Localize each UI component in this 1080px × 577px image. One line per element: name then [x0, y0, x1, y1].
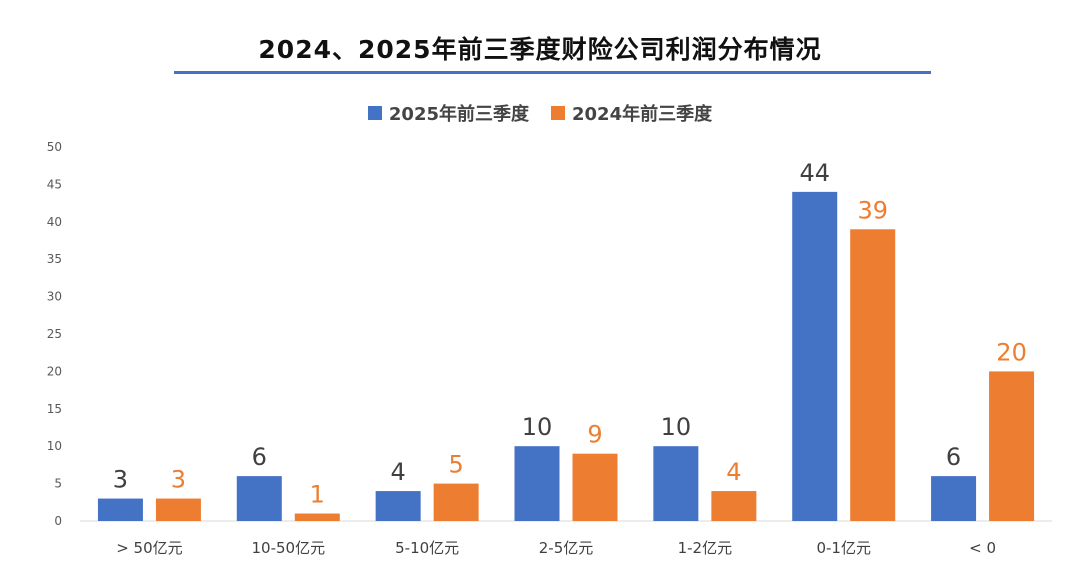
y-tick-label: 20	[47, 364, 62, 378]
legend-item-2024: 2024年前三季度	[551, 100, 712, 126]
bar-2025	[97, 498, 143, 521]
y-tick-label: 40	[47, 215, 62, 229]
legend-swatch-2024	[551, 106, 565, 120]
data-label-2024: 20	[996, 338, 1027, 366]
bar-2025	[375, 491, 421, 521]
x-tick-label: 5-10亿元	[395, 539, 459, 557]
bar-2024	[572, 453, 618, 521]
y-tick-label: 25	[47, 327, 62, 341]
bar-2024	[711, 491, 757, 521]
y-tick-label: 15	[47, 402, 62, 416]
data-label-2025: 10	[661, 413, 692, 441]
bar-2025	[792, 191, 838, 521]
legend: 2025年前三季度 2024年前三季度	[0, 100, 1080, 126]
bar-2024	[850, 229, 896, 521]
legend-item-2025: 2025年前三季度	[367, 100, 529, 126]
data-label-2024: 1	[310, 481, 325, 509]
data-label-2024: 3	[171, 466, 186, 494]
y-tick-label: 0	[54, 514, 62, 528]
y-tick-label: 30	[47, 290, 62, 304]
data-label-2025: 10	[522, 413, 553, 441]
x-tick-label: 0-1亿元	[816, 539, 871, 557]
data-label-2025: 6	[252, 443, 267, 471]
x-tick-label: 2-5亿元	[539, 539, 594, 557]
data-label-2025: 6	[946, 443, 961, 471]
x-tick-label: > 50亿元	[116, 539, 182, 557]
bar-2024	[989, 371, 1035, 521]
bar-2025	[514, 446, 560, 521]
legend-label-2024: 2024年前三季度	[572, 104, 713, 125]
chart-title: 2024、2025年前三季度财险公司利润分布情况	[258, 35, 822, 64]
title-underline	[174, 71, 931, 74]
y-tick-label: 10	[47, 439, 62, 453]
y-tick-label: 45	[47, 177, 62, 191]
x-tick-label: 1-2亿元	[678, 539, 733, 557]
bar-2024	[433, 483, 479, 521]
y-tick-label: 35	[47, 252, 62, 266]
legend-label-2025: 2025年前三季度	[388, 104, 529, 125]
legend-swatch-2025	[367, 106, 382, 120]
data-label-2024: 9	[587, 421, 602, 449]
y-tick-label: 50	[47, 140, 62, 154]
bar-2025	[653, 446, 699, 521]
data-label-2025: 44	[799, 159, 830, 187]
x-tick-label: 10-50亿元	[251, 539, 325, 557]
data-label-2024: 39	[857, 196, 888, 224]
data-label-2025: 4	[391, 458, 406, 486]
bar-2024	[155, 498, 201, 521]
data-label-2024: 5	[449, 451, 464, 479]
y-tick-label: 5	[54, 477, 62, 491]
bar-2024	[294, 513, 340, 521]
bar-2025	[931, 476, 977, 521]
x-tick-label: < 0	[969, 539, 996, 557]
data-label-2025: 3	[113, 466, 128, 494]
data-label-2024: 4	[726, 458, 741, 486]
bar-2025	[236, 476, 282, 521]
